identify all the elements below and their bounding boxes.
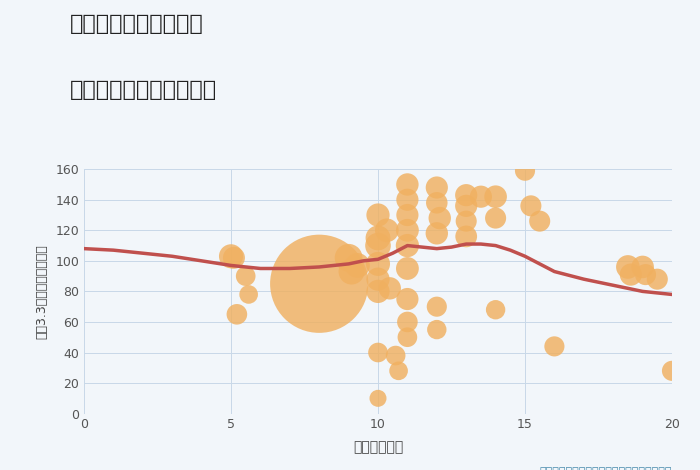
Text: 大阪府茨木市橋の内の: 大阪府茨木市橋の内の <box>70 14 204 34</box>
Point <box>225 252 237 260</box>
Point <box>382 227 393 234</box>
Point <box>625 271 636 278</box>
Point <box>431 184 442 191</box>
Point <box>402 181 413 188</box>
Point <box>402 265 413 272</box>
Point <box>640 271 651 278</box>
Point <box>372 234 384 242</box>
Point <box>390 352 401 359</box>
Point <box>402 318 413 326</box>
Point <box>549 343 560 350</box>
Point <box>461 217 472 225</box>
Point <box>393 367 404 375</box>
Point <box>228 254 239 261</box>
Point <box>372 275 384 283</box>
Point <box>434 214 445 222</box>
X-axis label: 駅距離（分）: 駅距離（分） <box>353 440 403 454</box>
Point <box>372 395 384 402</box>
Y-axis label: 坪（3.3㎡）単価（万円）: 坪（3.3㎡）単価（万円） <box>35 244 48 339</box>
Point <box>372 211 384 219</box>
Point <box>431 326 442 333</box>
Point <box>622 263 634 271</box>
Point <box>519 167 531 174</box>
Point <box>372 349 384 356</box>
Point <box>402 227 413 234</box>
Point <box>402 242 413 249</box>
Text: 円の大きさは、取引のあった物件面積を示す: 円の大きさは、取引のあった物件面積を示す <box>540 467 672 470</box>
Point <box>534 217 545 225</box>
Text: 駅距離別中古戸建て価格: 駅距離別中古戸建て価格 <box>70 80 217 100</box>
Point <box>652 275 663 283</box>
Point <box>402 211 413 219</box>
Point <box>475 193 486 200</box>
Point <box>637 263 648 271</box>
Point <box>402 334 413 341</box>
Point <box>402 295 413 303</box>
Point <box>372 260 384 267</box>
Point <box>666 367 678 375</box>
Point <box>384 284 395 292</box>
Point <box>402 196 413 204</box>
Point <box>372 288 384 295</box>
Point <box>314 280 325 288</box>
Point <box>525 202 536 210</box>
Point <box>343 254 354 261</box>
Point <box>431 199 442 207</box>
Point <box>490 214 501 222</box>
Point <box>352 262 363 269</box>
Point <box>243 290 254 298</box>
Point <box>461 202 472 210</box>
Point <box>461 233 472 240</box>
Point <box>372 242 384 249</box>
Point <box>490 193 501 200</box>
Point <box>490 306 501 313</box>
Point <box>231 311 242 318</box>
Point <box>346 268 357 275</box>
Point <box>431 229 442 237</box>
Point <box>240 272 251 280</box>
Point <box>431 303 442 310</box>
Point <box>461 191 472 199</box>
